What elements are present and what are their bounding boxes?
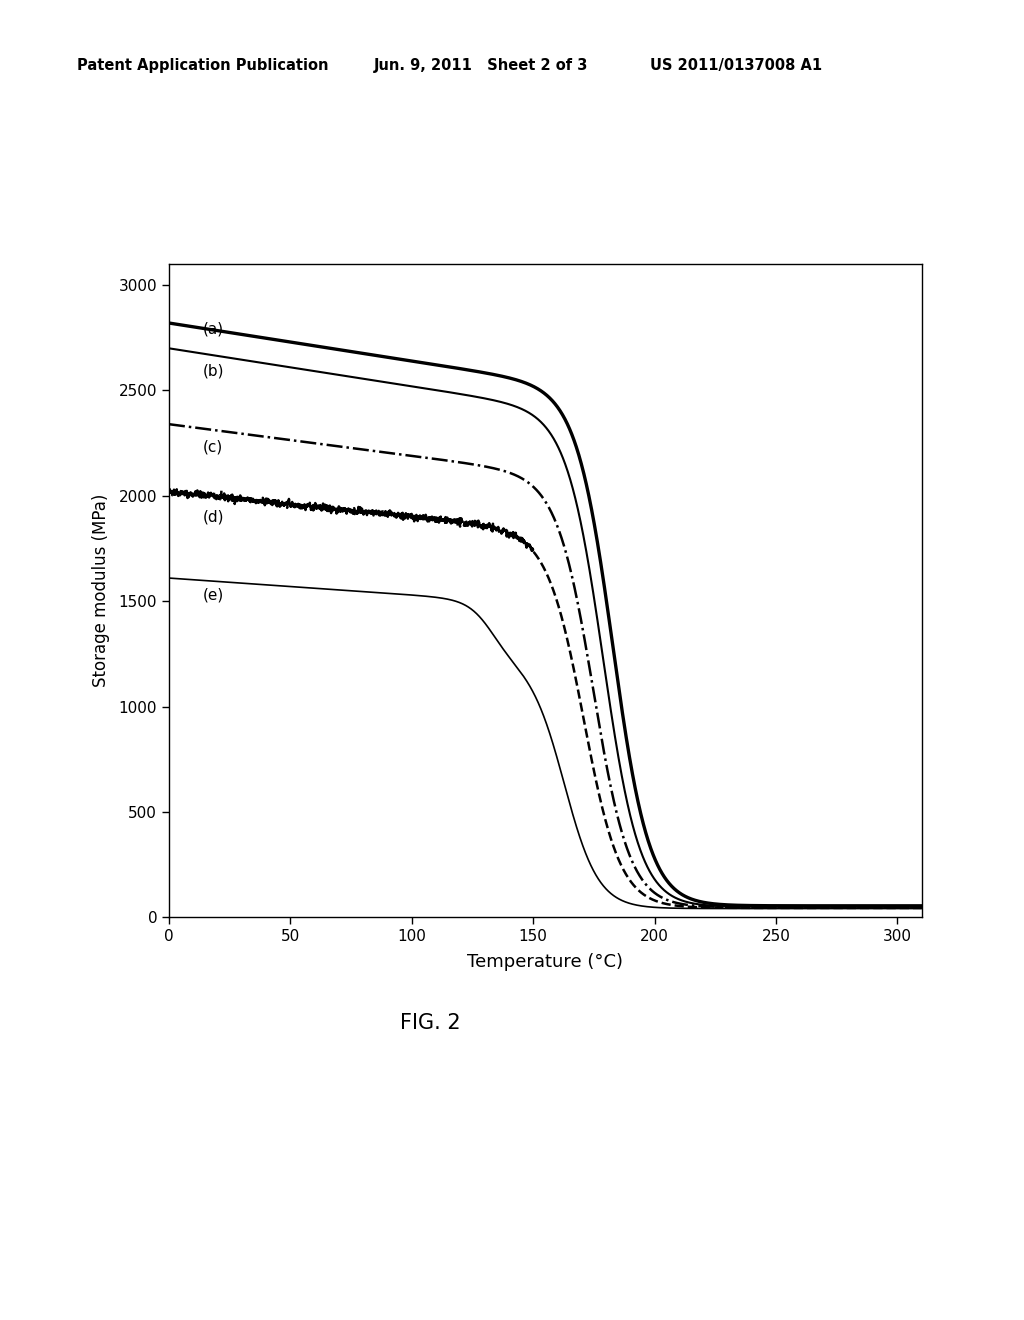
Text: (e): (e) (203, 587, 224, 602)
Text: (b): (b) (203, 364, 224, 379)
X-axis label: Temperature (°C): Temperature (°C) (467, 953, 624, 970)
Text: (c): (c) (203, 440, 223, 455)
Text: Jun. 9, 2011   Sheet 2 of 3: Jun. 9, 2011 Sheet 2 of 3 (374, 58, 588, 73)
Text: FIG. 2: FIG. 2 (399, 1012, 461, 1034)
Text: (d): (d) (203, 510, 224, 524)
Text: (a): (a) (203, 322, 224, 337)
Y-axis label: Storage modulus (MPa): Storage modulus (MPa) (92, 494, 111, 688)
Text: US 2011/0137008 A1: US 2011/0137008 A1 (650, 58, 822, 73)
Text: Patent Application Publication: Patent Application Publication (77, 58, 329, 73)
